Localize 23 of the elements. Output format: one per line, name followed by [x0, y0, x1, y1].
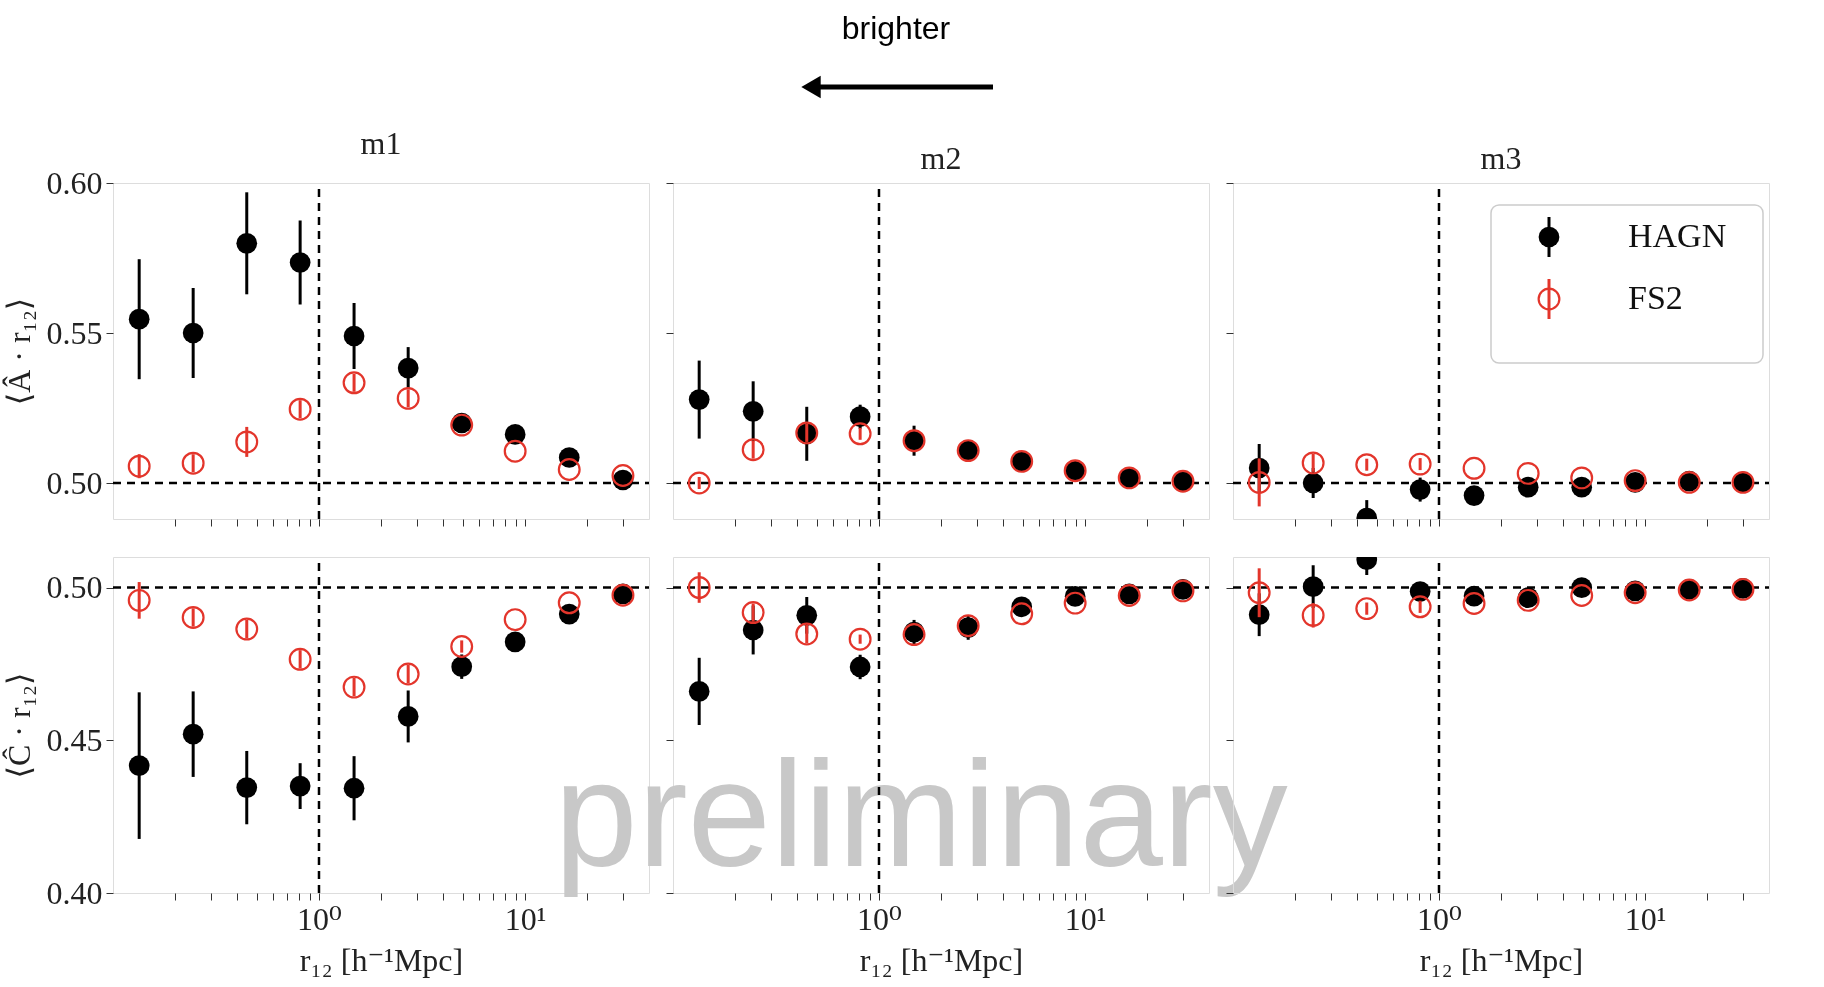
y-axis-title: ⟨Ĉ · r₁₂⟩	[0, 672, 37, 779]
x-tick-label: 10¹	[504, 900, 547, 937]
y-axis-title: ⟨Â · r₁₂⟩	[0, 297, 37, 406]
y-tick-label: 0.45	[46, 721, 103, 758]
legend-label: HAGN	[1628, 217, 1727, 254]
chart-title: m1	[360, 125, 402, 161]
y-tick-label: 0.50	[46, 464, 103, 501]
y-tick-label: 0.50	[46, 569, 103, 606]
x-axis-title: r₁₂ [h⁻¹Mpc]	[299, 941, 464, 978]
chart-title: m3	[1480, 139, 1522, 176]
x-axis-title: r₁₂ [h⁻¹Mpc]	[1419, 941, 1584, 978]
y-tick-label: 0.60	[46, 164, 103, 201]
text: brighter	[841, 10, 951, 46]
chart-title: m2	[920, 139, 962, 176]
y-tick-label: 0.55	[46, 314, 103, 351]
x-tick-label: 10¹	[1064, 900, 1107, 937]
x-tick-label: 10¹	[1624, 900, 1667, 937]
x-axis-title: r₁₂ [h⁻¹Mpc]	[859, 941, 1024, 978]
x-tick-label: 10⁰	[297, 900, 342, 937]
x-tick-label: 10⁰	[1417, 900, 1462, 937]
legend-label: FS2	[1628, 279, 1683, 316]
y-tick-label: 0.40	[46, 874, 103, 911]
x-tick-label: 10⁰	[857, 900, 902, 937]
